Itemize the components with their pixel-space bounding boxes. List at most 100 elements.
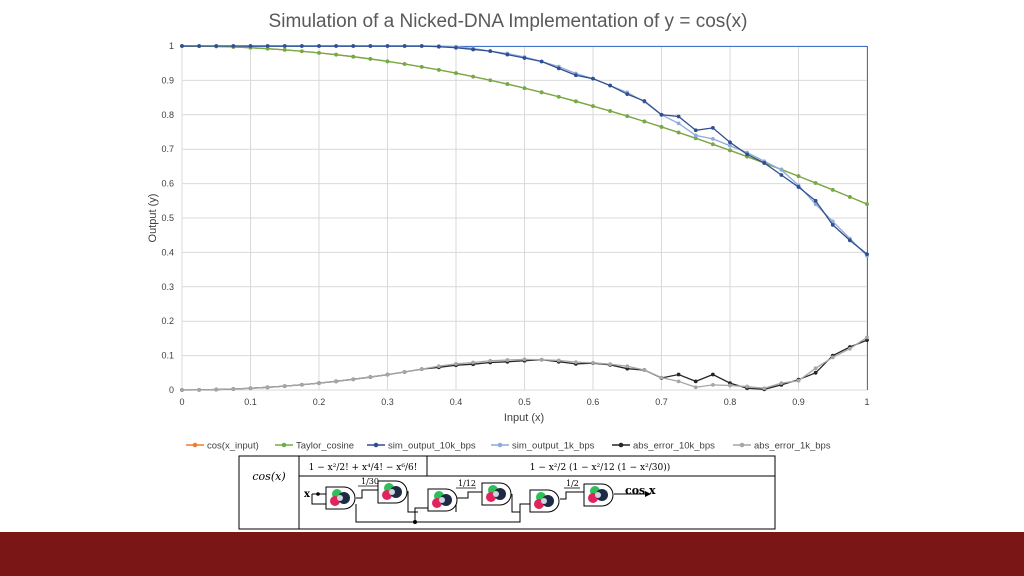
data-point bbox=[488, 358, 493, 363]
output-cosx-label: cos x bbox=[625, 484, 656, 497]
data-point bbox=[728, 143, 732, 148]
data-point bbox=[248, 386, 253, 391]
data-point bbox=[385, 372, 390, 377]
data-point bbox=[539, 90, 544, 95]
y-tick-label: 0.5 bbox=[161, 213, 174, 223]
x-tick-labels: 0 0.1 0.2 0.3 0.4 0.5 0.6 0.7 0.8 0.9 1 bbox=[179, 397, 869, 407]
y-tick-label: 0.4 bbox=[161, 247, 174, 257]
data-point bbox=[231, 387, 236, 391]
data-point bbox=[693, 385, 698, 390]
legend-marker bbox=[192, 442, 198, 448]
data-point bbox=[625, 114, 630, 119]
data-point bbox=[419, 44, 424, 48]
legend-label: cos(x_input) bbox=[207, 441, 259, 452]
data-point bbox=[676, 372, 681, 377]
gate-dark-domain bbox=[440, 494, 452, 506]
data-point bbox=[180, 44, 184, 48]
data-point bbox=[573, 360, 578, 365]
data-point bbox=[522, 86, 527, 91]
data-point bbox=[847, 238, 852, 243]
y-tick-label: 0.1 bbox=[161, 351, 174, 361]
data-point bbox=[299, 44, 304, 48]
footer-bar bbox=[0, 532, 1024, 576]
data-point bbox=[471, 47, 476, 52]
data-point bbox=[642, 99, 647, 103]
data-point bbox=[436, 68, 441, 72]
data-point bbox=[642, 368, 647, 372]
y-tick-label: 0.9 bbox=[161, 75, 174, 85]
x-tick-label: 0.1 bbox=[244, 397, 257, 407]
data-point bbox=[813, 198, 818, 203]
legend-marker bbox=[281, 442, 287, 448]
data-point bbox=[693, 128, 698, 133]
data-point bbox=[676, 121, 681, 126]
data-point bbox=[710, 125, 715, 130]
data-point bbox=[728, 383, 732, 388]
data-point bbox=[454, 45, 458, 50]
dna-gate bbox=[529, 489, 560, 513]
data-point bbox=[248, 44, 253, 48]
data-point bbox=[779, 381, 784, 386]
legend-label: sim_output_1k_bps bbox=[512, 441, 595, 452]
data-point bbox=[505, 52, 510, 57]
data-point bbox=[505, 82, 510, 86]
data-point bbox=[710, 372, 715, 377]
data-point bbox=[710, 142, 715, 147]
data-point bbox=[642, 119, 647, 124]
plot-frame-right bbox=[867, 46, 868, 390]
gate-dark-domain bbox=[338, 492, 350, 504]
gate-core bbox=[493, 491, 499, 497]
data-point bbox=[454, 71, 458, 76]
data-point bbox=[505, 358, 510, 362]
x-tick-label: 0.8 bbox=[724, 397, 737, 407]
dna-gate bbox=[377, 480, 408, 504]
x-tick-label: 0.7 bbox=[655, 397, 668, 407]
data-point bbox=[265, 385, 270, 390]
gate-dark-domain bbox=[542, 495, 554, 507]
y-tick-label: 1 bbox=[169, 41, 174, 51]
formula-right: 1 − x²/2 (1 − x²/12 (1 − x²/30)) bbox=[530, 462, 671, 473]
data-point bbox=[214, 44, 219, 48]
data-point bbox=[676, 130, 681, 135]
formula-left: 1 − x²/2! + x⁴/4! − x⁶/6! bbox=[309, 463, 418, 473]
data-point bbox=[471, 74, 476, 79]
data-point bbox=[265, 44, 270, 48]
coef-1-2: 1/2 bbox=[566, 479, 579, 488]
series-Taylor_cosine bbox=[180, 44, 869, 207]
data-point bbox=[659, 375, 664, 380]
data-point bbox=[214, 387, 219, 392]
data-point bbox=[282, 384, 287, 389]
y-axis-label: Output (y) bbox=[147, 194, 159, 243]
data-point bbox=[625, 364, 630, 369]
x-tick-label: 0 bbox=[179, 397, 184, 407]
coef-1-12: 1/12 bbox=[458, 479, 476, 488]
legend-label: Taylor_cosine bbox=[296, 441, 354, 452]
data-point bbox=[710, 382, 715, 387]
y-tick-label: 0.6 bbox=[161, 179, 174, 189]
data-point bbox=[813, 366, 818, 371]
data-point bbox=[693, 133, 698, 138]
gate-core bbox=[439, 497, 445, 503]
data-point bbox=[368, 57, 373, 61]
legend-label: sim_output_10k_bps bbox=[388, 441, 476, 452]
data-point bbox=[762, 386, 767, 391]
data-point bbox=[180, 388, 184, 392]
data-point bbox=[813, 370, 818, 375]
data-point bbox=[865, 252, 869, 257]
gate-core bbox=[595, 492, 601, 498]
data-point bbox=[436, 364, 441, 368]
data-point bbox=[197, 387, 202, 392]
dna-gate bbox=[325, 486, 356, 510]
gate-dark-domain bbox=[390, 486, 402, 498]
gate-core bbox=[541, 498, 547, 504]
data-point bbox=[197, 44, 202, 48]
data-point bbox=[317, 381, 321, 386]
data-point bbox=[693, 379, 698, 384]
x-tick-label: 0.2 bbox=[313, 397, 326, 407]
data-point bbox=[471, 360, 476, 365]
data-point bbox=[522, 56, 527, 60]
data-point bbox=[830, 355, 835, 360]
dna-gate bbox=[583, 483, 614, 507]
series-abs_error_1k_bps bbox=[180, 335, 869, 392]
